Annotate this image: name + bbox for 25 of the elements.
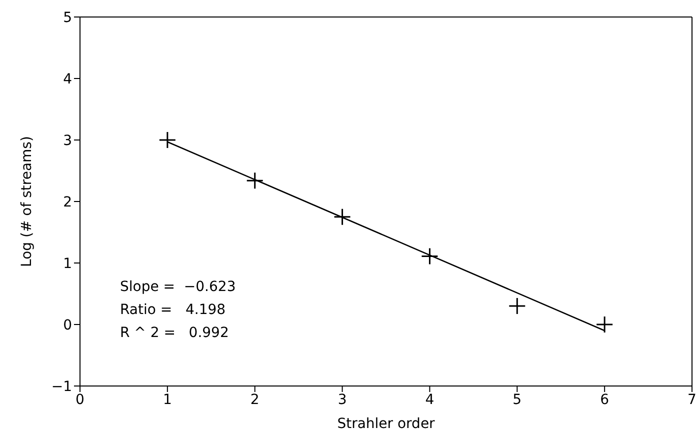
point [158,131,176,149]
y-tick-label: 0 [63,317,72,334]
x-tick-label: 1 [162,392,172,408]
point [246,172,264,190]
x-tick-label: 6 [600,392,610,408]
y-axis-title: Log (# of streams) [18,136,35,267]
y-tick-label: 3 [63,132,72,149]
y-tick-label: 4 [63,71,72,88]
y-tick-label: 1 [63,256,72,272]
annotation: Ratio = 4.198 [120,301,227,320]
x-tick-label: 4 [425,392,434,408]
x-axis-title: Strahler order [337,416,436,432]
y-tick-label: −1 [51,378,72,395]
x-tick-label: 3 [338,392,347,408]
point [508,297,526,315]
point [420,247,438,265]
x-tick-label: 2 [250,392,260,408]
point [334,208,352,226]
annotation: R ^ 2 = 0.992 [120,324,230,343]
x-tick-label: 0 [76,392,84,408]
x-tick-label: 7 [688,392,696,408]
annotation: Slope = −0.623 [120,278,236,297]
y-tick-label: 5 [63,10,72,26]
y-tick-label: 2 [63,194,72,210]
x-tick-label: 5 [512,392,522,408]
